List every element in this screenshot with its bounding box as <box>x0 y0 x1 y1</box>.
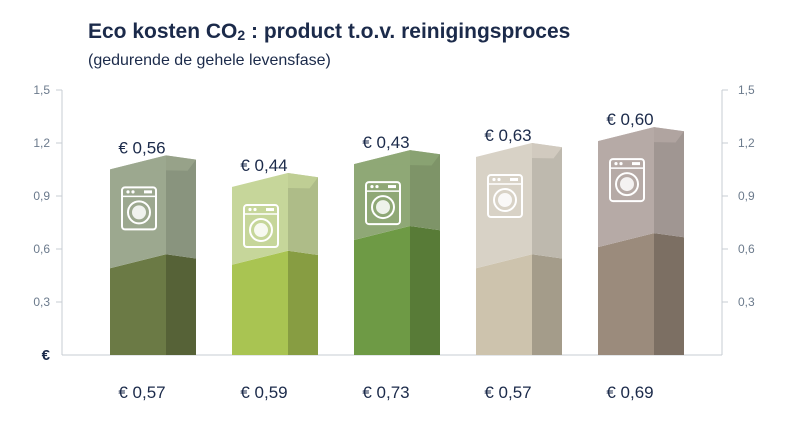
bar-top-side <box>532 143 562 259</box>
y-tick-label-left: 0,3 <box>33 295 50 309</box>
bar-top-side <box>288 173 318 255</box>
bar-group <box>598 127 684 355</box>
bar-top-front <box>354 150 410 241</box>
washing-machine-body <box>121 186 157 231</box>
washing-machine-door <box>127 200 151 225</box>
bar-bottom-front <box>110 254 166 355</box>
washing-machine-body <box>609 158 645 203</box>
bar-top-cap <box>476 143 562 159</box>
bar-bottom-side <box>410 226 440 355</box>
washing-machine-display <box>510 178 518 181</box>
washing-machine-display <box>388 185 396 189</box>
washing-machine-body <box>487 174 523 218</box>
washing-machine-icon <box>243 204 279 249</box>
bar-bottom-front <box>476 254 532 355</box>
bar-top-side <box>410 150 440 231</box>
chart-title: Eco kosten CO2 : product t.o.v. reinigin… <box>88 20 571 43</box>
bar-top-side <box>166 155 196 259</box>
y-unit-symbol: € <box>42 347 51 364</box>
bar-top-cap <box>354 150 440 166</box>
bar-bottom-front <box>354 226 410 355</box>
washing-machine-door <box>371 195 395 220</box>
washing-machine-body <box>365 181 401 226</box>
value-label-top: € 0,56 <box>118 138 165 157</box>
washing-machine-door <box>493 188 517 212</box>
y-tick-label-left: 0,6 <box>33 242 50 256</box>
washing-machine-icon <box>121 186 157 231</box>
washing-machine-drum <box>620 177 634 192</box>
bar-bottom-side <box>166 254 196 355</box>
y-tick-label-left: 1,2 <box>33 136 50 150</box>
chart-subtitle: (gedurende de gehele levensfase) <box>88 52 331 69</box>
y-tick-label-right: 1,2 <box>738 136 755 150</box>
value-label-top: € 0,60 <box>606 110 653 129</box>
bar-bottom-side <box>288 250 318 355</box>
washing-machine-door <box>249 218 273 243</box>
washing-machine-icon <box>365 181 401 226</box>
washing-machine-display <box>632 162 640 166</box>
y-tick-label-right: 0,6 <box>738 242 755 256</box>
value-label-top: € 0,63 <box>484 126 531 145</box>
bar-top-side <box>654 127 684 238</box>
bar-group <box>232 173 318 355</box>
value-label-bottom: € 0,57 <box>118 383 165 402</box>
washing-machine-knob <box>131 190 135 194</box>
washing-machine-knob <box>253 207 257 212</box>
washing-machine-display <box>144 190 152 194</box>
washing-machine-knob <box>248 207 252 212</box>
washing-machine-door <box>615 172 639 197</box>
y-tick-label-right: 1,5 <box>738 83 755 97</box>
value-label-top: € 0,43 <box>362 133 409 152</box>
washing-machine-icon <box>487 174 523 218</box>
value-label-bottom: € 0,59 <box>240 383 287 402</box>
y-tick-label-left: 0,9 <box>33 189 50 203</box>
value-label-bottom: € 0,73 <box>362 383 409 402</box>
y-tick-label-right: 0,3 <box>738 295 755 309</box>
bar-group <box>476 143 562 355</box>
value-label-top: € 0,44 <box>240 156 287 175</box>
washing-machine-knob <box>619 162 623 166</box>
bar-top-cap <box>598 127 684 143</box>
washing-machine-knob <box>126 190 130 194</box>
y-tick-label-left: 1,5 <box>33 83 50 97</box>
bar-bottom-side <box>532 254 562 355</box>
bar-bottom-front <box>232 250 288 355</box>
bar-group <box>110 155 196 355</box>
washing-machine-display <box>266 208 274 212</box>
bar-group <box>354 150 440 355</box>
washing-machine-drum <box>376 200 390 215</box>
bar-bottom-side <box>654 233 684 355</box>
washing-machine-knob <box>375 184 379 189</box>
washing-machine-drum <box>254 223 268 238</box>
value-label-bottom: € 0,57 <box>484 383 531 402</box>
bar-top-cap <box>110 155 196 171</box>
washing-machine-icon <box>609 158 645 203</box>
washing-machine-body <box>243 204 279 249</box>
washing-machine-knob <box>492 177 496 182</box>
bar-bottom-front <box>598 233 654 355</box>
y-tick-label-right: 0,9 <box>738 189 755 203</box>
washing-machine-knob <box>614 162 618 166</box>
washing-machine-knob <box>497 177 501 182</box>
washing-machine-knob <box>370 184 374 189</box>
bar-top-cap <box>232 173 318 189</box>
washing-machine-drum <box>132 205 146 220</box>
washing-machine-drum <box>498 193 512 207</box>
value-label-bottom: € 0,69 <box>606 383 653 402</box>
